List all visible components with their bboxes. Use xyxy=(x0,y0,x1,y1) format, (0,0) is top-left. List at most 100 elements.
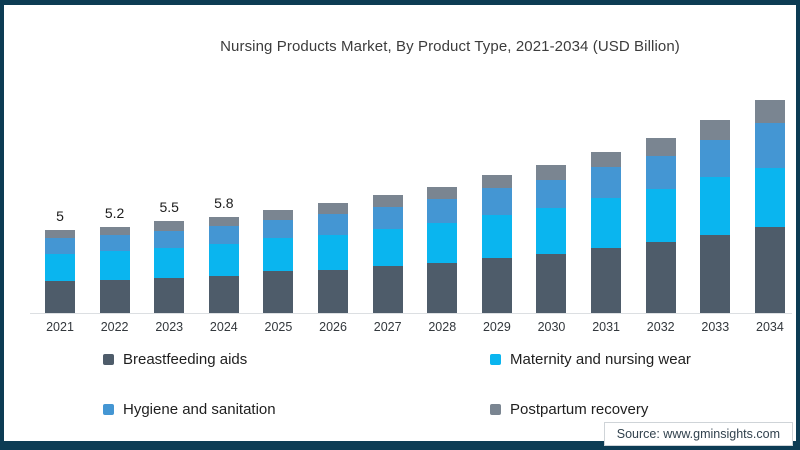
bar-column-2031 xyxy=(591,85,622,313)
bar-segment-hygiene-and-sanitation xyxy=(263,219,294,239)
bar-segment-maternity-and-nursing-wear xyxy=(318,234,349,270)
x-axis-label: 2021 xyxy=(46,320,74,334)
x-axis-label: 2033 xyxy=(701,320,730,334)
bar-segment-hygiene-and-sanitation xyxy=(427,199,458,224)
bar-segment-breastfeeding-aids xyxy=(645,242,676,313)
bar-segment-postpartum-recovery xyxy=(481,174,512,189)
bar-segment-maternity-and-nursing-wear xyxy=(372,229,403,267)
bar-segment-breastfeeding-aids xyxy=(536,253,567,313)
bar-segment-maternity-and-nursing-wear xyxy=(45,253,75,282)
bar-segment-maternity-and-nursing-wear xyxy=(481,214,512,259)
bar-column-2024: 5.8 xyxy=(208,85,239,313)
bar-segment-maternity-and-nursing-wear xyxy=(700,177,731,235)
bar-segment-breastfeeding-aids xyxy=(754,226,785,313)
bar-segment-hygiene-and-sanitation xyxy=(645,155,676,190)
bar-segment-postpartum-recovery xyxy=(263,209,294,220)
bar-segment-postpartum-recovery xyxy=(645,138,676,156)
x-axis-label: 2032 xyxy=(646,320,675,334)
bar-segment-breastfeeding-aids xyxy=(45,281,75,313)
x-axis-label: 2029 xyxy=(482,320,511,334)
bar-column-2033 xyxy=(700,85,731,313)
years-row: 2021 2022 2023 2024 2025 2026 2027 2028 2029 2030… xyxy=(45,320,785,334)
bar-segment-breastfeeding-aids xyxy=(427,263,458,313)
bar-segment-maternity-and-nursing-wear xyxy=(754,168,785,227)
bar-column-2028 xyxy=(427,85,458,313)
bar-column-2025 xyxy=(263,85,294,313)
bar-segment-breastfeeding-aids xyxy=(263,271,294,313)
bar-segment-maternity-and-nursing-wear xyxy=(645,189,676,243)
legend-marker-breastfeeding-aids xyxy=(103,354,114,365)
x-axis-label: 2028 xyxy=(428,320,457,334)
bar-segment-maternity-and-nursing-wear xyxy=(154,248,185,279)
bar-column-2034 xyxy=(754,85,785,313)
bar-total-label: 5.5 xyxy=(159,199,179,216)
legend-item-maternity-and-nursing-wear: Maternity and nursing wear xyxy=(490,351,691,368)
bar-segment-postpartum-recovery xyxy=(208,216,239,226)
bar-segment-postpartum-recovery xyxy=(700,120,731,141)
legend-item-hygiene-and-sanitation: Hygiene and sanitation xyxy=(103,401,276,418)
x-axis-label: 2026 xyxy=(319,320,347,334)
bar-total-label: 5.8 xyxy=(214,194,234,211)
bar-total-label: 5 xyxy=(56,207,64,224)
source-attribution: Source: www.gminsights.com xyxy=(603,422,793,446)
legend-label: Postpartum recovery xyxy=(510,401,649,418)
bar-segment-breastfeeding-aids xyxy=(99,279,130,313)
bars-row: 5 5.2 5.5 5.8 xyxy=(45,85,785,313)
bar-segment-maternity-and-nursing-wear xyxy=(536,208,567,254)
bar-segment-postpartum-recovery xyxy=(427,186,458,200)
bar-segment-hygiene-and-sanitation xyxy=(536,179,567,209)
bar-segment-postpartum-recovery xyxy=(536,164,567,180)
bar-segment-maternity-and-nursing-wear xyxy=(591,198,622,249)
x-axis-label: 2030 xyxy=(537,320,566,334)
bar-segment-hygiene-and-sanitation xyxy=(208,225,239,245)
bar-segment-breastfeeding-aids xyxy=(700,234,731,313)
bar-segment-maternity-and-nursing-wear xyxy=(99,251,130,280)
x-axis-label: 2027 xyxy=(373,320,402,334)
bar-column-2032 xyxy=(645,85,676,313)
bar-segment-hygiene-and-sanitation xyxy=(591,167,622,199)
x-axis-label: 2022 xyxy=(100,320,129,334)
bar-segment-hygiene-and-sanitation xyxy=(318,214,349,235)
bar-segment-postpartum-recovery xyxy=(45,229,75,239)
bar-segment-postpartum-recovery xyxy=(154,221,185,231)
bar-column-2022: 5.2 xyxy=(99,85,130,313)
legend-item-postpartum-recovery: Postpartum recovery xyxy=(490,401,648,418)
chart-title: Nursing Products Market, By Product Type… xyxy=(220,38,680,55)
bar-column-2027 xyxy=(372,85,403,313)
bar-segment-breastfeeding-aids xyxy=(154,278,185,313)
x-axis-label: 2023 xyxy=(155,320,184,334)
legend-marker-postpartum-recovery xyxy=(490,404,501,415)
bar-segment-hygiene-and-sanitation xyxy=(754,123,785,169)
bar-segment-breastfeeding-aids xyxy=(372,266,403,313)
bar-segment-postpartum-recovery xyxy=(99,226,130,235)
bar-segment-postpartum-recovery xyxy=(591,151,622,168)
legend-item-breastfeeding-aids: Breastfeeding aids xyxy=(103,351,247,368)
bar-segment-hygiene-and-sanitation xyxy=(154,230,185,249)
bar-segment-hygiene-and-sanitation xyxy=(45,238,75,254)
x-axis-label: 2034 xyxy=(756,320,784,334)
x-axis-line xyxy=(30,313,792,314)
bar-column-2030 xyxy=(536,85,567,313)
bar-segment-hygiene-and-sanitation xyxy=(700,140,731,178)
x-axis-label: 2025 xyxy=(264,320,293,334)
bar-segment-hygiene-and-sanitation xyxy=(481,188,512,215)
bar-segment-hygiene-and-sanitation xyxy=(99,234,130,252)
bar-column-2029 xyxy=(481,85,512,313)
legend-label: Hygiene and sanitation xyxy=(123,401,276,418)
bar-segment-postpartum-recovery xyxy=(754,100,785,124)
bar-segment-maternity-and-nursing-wear xyxy=(263,238,294,272)
bar-segment-breastfeeding-aids xyxy=(591,248,622,313)
bar-segment-postpartum-recovery xyxy=(372,194,403,207)
legend-label: Maternity and nursing wear xyxy=(510,351,691,368)
legend-label: Breastfeeding aids xyxy=(123,351,248,368)
bar-total-label: 5.2 xyxy=(104,204,125,221)
bar-column-2023: 5.5 xyxy=(154,85,185,313)
bar-segment-breastfeeding-aids xyxy=(481,258,512,313)
legend-marker-hygiene-and-sanitation xyxy=(103,404,114,415)
x-axis-label: 2031 xyxy=(592,320,620,334)
bar-segment-breastfeeding-aids xyxy=(208,275,239,313)
legend-marker-maternity-and-nursing-wear xyxy=(490,354,501,365)
bar-column-2021: 5 xyxy=(45,85,75,313)
bar-segment-postpartum-recovery xyxy=(318,203,349,215)
